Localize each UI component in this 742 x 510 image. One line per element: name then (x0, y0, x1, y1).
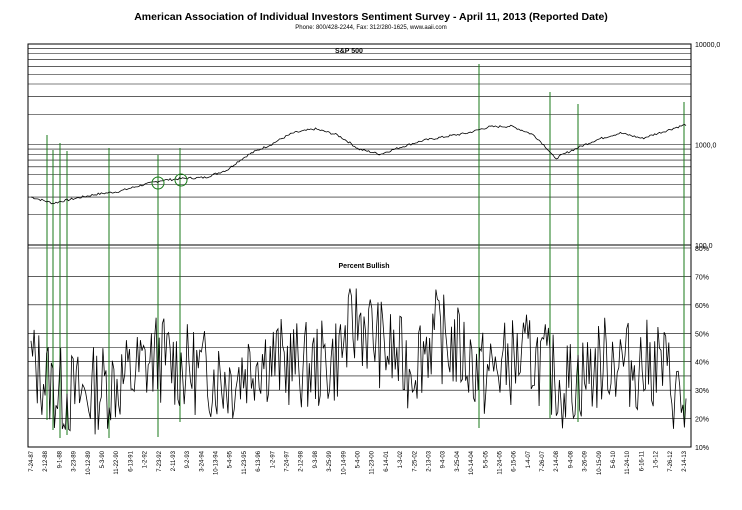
y-tick-label: 10000,0 (695, 42, 720, 49)
x-tick-label: 7-26-07 (540, 450, 546, 471)
x-tick-label: 2-12-98 (299, 450, 305, 471)
sp500-gridlines (28, 43, 691, 246)
y-tick-label: 50% (695, 331, 709, 338)
x-tick-label: 7-24-97 (285, 450, 291, 471)
bullish-line (30, 288, 687, 435)
signal-lines (46, 64, 685, 438)
x-tick-label: 11-23-00 (370, 450, 376, 474)
y-tick-label: 70% (695, 274, 709, 281)
x-tick-label: 3-26-09 (583, 450, 589, 471)
x-tick-label: 9-1-88 (57, 450, 63, 468)
x-tick-label: 10-14-04 (469, 450, 475, 475)
y-tick-label: 30% (695, 388, 709, 395)
x-tick-label: 2-12-88 (43, 450, 49, 471)
x-tick-label: 9-2-93 (185, 450, 191, 468)
x-tick-label: 10-15-09 (597, 450, 603, 475)
x-tick-label: 10-12-89 (86, 450, 92, 475)
x-tick-label: 5-5-05 (483, 450, 489, 468)
x-tick-label: 1-2-92 (143, 450, 149, 468)
x-tick-label: 1-2-97 (270, 450, 276, 468)
y-tick-label: 20% (695, 417, 709, 424)
highlight-circle (174, 173, 188, 187)
x-tick-label: 3-23-89 (72, 450, 78, 471)
x-tick-label: 10-14-99 (341, 450, 347, 475)
x-tick-label: 2-11-93 (171, 450, 177, 471)
x-tick-label: 6-13-91 (128, 450, 134, 471)
x-tick-label: 7-24-87 (29, 450, 35, 471)
x-tick-label: 2-13-03 (426, 450, 432, 471)
x-tick-label: 3-25-04 (455, 450, 461, 471)
y-tick-label: 100,0 (695, 243, 713, 250)
x-tick-label: 5-4-00 (356, 450, 362, 468)
x-tick-label: 5-4-95 (228, 450, 234, 468)
x-tick-label: 2-14-08 (554, 450, 560, 471)
sp500-panel-title: S&P 500 (335, 48, 363, 55)
x-tick-label: 7-23-92 (157, 450, 163, 471)
x-tick-label: 3-24-94 (199, 450, 205, 471)
y-tick-label: 1000,0 (695, 143, 717, 150)
highlight-circle (151, 176, 165, 190)
y-tick-label: 60% (695, 303, 709, 310)
x-tick-label: 6-13-96 (256, 450, 262, 471)
x-tick-label: 9-3-98 (313, 450, 319, 468)
bullish-panel-title: Percent Bullish (339, 263, 390, 270)
x-tick-label: 3-25-99 (327, 450, 333, 471)
x-tick-label: 6-16-11 (639, 450, 645, 471)
x-tick-label: 11-23-95 (242, 450, 248, 474)
x-tick-label: 10-13-94 (214, 450, 220, 475)
chart-subtitle: Phone: 800/428-2244, Fax: 312/280-1625, … (295, 25, 447, 31)
x-tick-label: 11-22-90 (114, 450, 120, 474)
sp500-line (30, 123, 687, 205)
x-tick-label: 11-24-10 (625, 450, 631, 474)
x-tick-label: 6-15-06 (512, 450, 518, 471)
x-tick-label: 5-6-10 (611, 450, 617, 468)
chart-title: American Association of Individual Inves… (134, 11, 608, 23)
x-tick-label: 6-14-01 (384, 450, 390, 471)
x-tick-label: 1-5-12 (654, 450, 660, 468)
x-tick-label: 7-25-02 (412, 450, 418, 471)
x-tick-label: 9-4-08 (568, 450, 574, 468)
x-tick-label: 7-26-12 (668, 450, 674, 471)
y-tick-label: 80% (695, 246, 709, 253)
y-tick-label: 10% (695, 445, 709, 452)
x-tick-label: 11-24-05 (497, 450, 503, 474)
x-tick-label: 5-3-90 (100, 450, 106, 468)
x-tick-labels: 7-24-87 2-12-88 9-1-88 3-23-89 10-12-89 5-3-9… (29, 450, 688, 475)
y-tick-labels: 10000,0 1000,0 100,0 10% 20% 30% 40% 50% 60% 70% 8… (695, 42, 720, 452)
x-tick-label: 9-4-03 (441, 450, 447, 468)
x-tick-label: 1-4-07 (526, 450, 532, 468)
series-lines (30, 123, 687, 435)
y-tick-label: 40% (695, 360, 709, 367)
x-tick-label: 2-14-13 (682, 450, 688, 471)
x-tick-label: 1-3-02 (398, 450, 404, 468)
